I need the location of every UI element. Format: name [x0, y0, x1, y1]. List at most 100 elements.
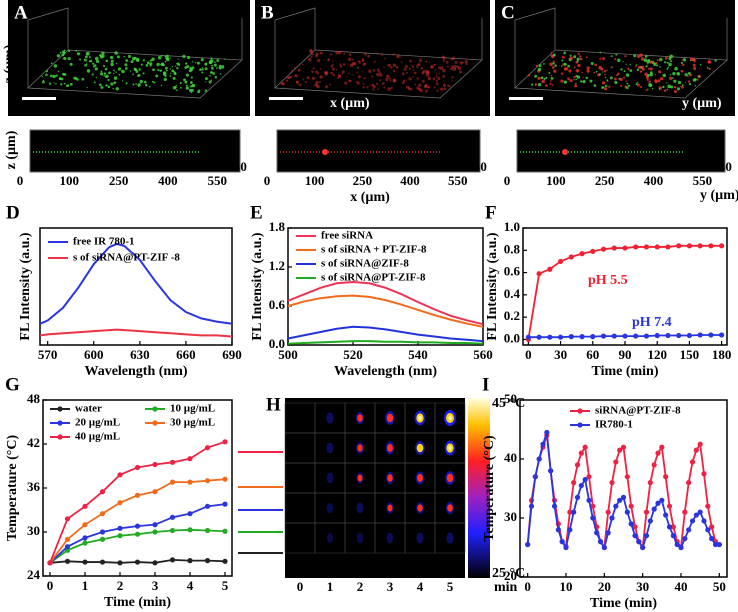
- panel-label: A: [14, 2, 28, 23]
- data-point: [686, 480, 692, 486]
- plot-frame: [39, 227, 233, 346]
- x-tick-label: 0: [525, 347, 532, 362]
- fluorescence-spot: [388, 77, 392, 80]
- fluorescence-spot: [301, 63, 304, 66]
- fluorescence-spot: [48, 82, 52, 85]
- data-point: [640, 544, 646, 551]
- data-point: [557, 258, 564, 265]
- fluorescence-spot: [626, 86, 629, 90]
- fluorescence-spot: [149, 64, 152, 67]
- fluorescence-spot: [347, 57, 352, 62]
- fluorescence-spot: [89, 59, 93, 63]
- fluorescence-spot: [576, 57, 580, 61]
- fluorescence-spot: [191, 61, 194, 63]
- fluorescence-spot: [159, 69, 163, 72]
- y-tick-label: 0.2: [504, 308, 520, 323]
- fluorescence-spot: [692, 78, 697, 82]
- x-tick-label: 600: [84, 347, 104, 362]
- fluorescence-spot: [448, 85, 451, 88]
- fluorescence-spot: [639, 53, 643, 57]
- fluorescence-spot: [61, 72, 65, 76]
- fluorescence-spot: [346, 76, 348, 78]
- y-axis-label: FL Intensity (a.u.): [250, 232, 265, 340]
- fluorescence-spot: [152, 80, 154, 83]
- fluorescence-spot: [640, 57, 645, 61]
- fluorescence-spot: [687, 71, 691, 75]
- fluorescence-spot: [298, 64, 300, 67]
- legend-label: s of siRNA + PT-ZIF-8: [321, 244, 427, 256]
- fluorescence-spot: [561, 59, 564, 62]
- x-tick-label: 5: [222, 578, 229, 593]
- fluorescence-spot: [620, 84, 623, 87]
- fluorescence-spot: [340, 65, 343, 68]
- data-point: [676, 332, 682, 339]
- series-line: [49, 440, 226, 564]
- fluorescence-spot: [205, 62, 208, 65]
- fluorescence-spot: [125, 82, 128, 85]
- axis-label: z (µm): [4, 130, 19, 169]
- fluorescence-spot: [165, 56, 169, 61]
- fluorescence-spot: [425, 75, 428, 77]
- data-point: [82, 540, 88, 546]
- data-point: [222, 558, 228, 564]
- fluorescence-spot: [117, 67, 122, 71]
- fluorescence-spot: [681, 84, 684, 86]
- fluorescence-spot: [113, 76, 118, 80]
- fluorescence-spot: [608, 85, 611, 88]
- data-point: [620, 444, 627, 450]
- fluorescence-spot: [53, 64, 58, 68]
- hot-spot: [326, 502, 334, 514]
- hot-core: [357, 444, 363, 452]
- fluorescence-spot: [465, 62, 468, 65]
- fluorescence-spot: [411, 65, 415, 68]
- fluorescence-spot: [344, 81, 348, 85]
- fluorescence-spot: [692, 63, 696, 67]
- axis-label: y (µm): [682, 96, 722, 111]
- fluorescence-spot: [363, 76, 366, 80]
- data-point: [134, 492, 141, 498]
- data-point: [82, 535, 88, 541]
- fluorescence-spot: [560, 72, 564, 75]
- fluorescence-spot: [349, 80, 352, 83]
- fluorescence-spot: [86, 69, 91, 73]
- x-tick-label: 10: [560, 579, 573, 594]
- fluorescence-spot: [421, 57, 423, 59]
- fluorescence-spot: [332, 63, 334, 66]
- strip-tick: 0: [510, 160, 516, 172]
- fluorescence-spot: [554, 64, 557, 67]
- fluorescence-spot: [55, 74, 58, 77]
- fluorescence-spot: [649, 72, 653, 77]
- data-point: [574, 494, 581, 500]
- data-point: [544, 429, 550, 436]
- data-point: [600, 246, 607, 252]
- fluorescence-spot: [696, 78, 699, 81]
- legend-label: 20 µg/mL: [75, 417, 120, 429]
- scale-bar: [269, 97, 303, 100]
- plot-frame: [287, 227, 484, 346]
- fluorescence-spot: [411, 64, 413, 66]
- fluorescence-spot: [127, 54, 132, 58]
- panel-label: F: [485, 202, 497, 223]
- fluorescence-spot: [385, 77, 389, 82]
- fluorescence-spot: [610, 55, 613, 58]
- fluorescence-spot: [371, 75, 374, 78]
- fluorescence-spot: [567, 64, 570, 68]
- x-tick-label: 0: [47, 578, 54, 593]
- x-tick-label: 3: [152, 578, 159, 593]
- fluorescence-spot: [673, 85, 676, 89]
- fluorescence-spot: [134, 68, 138, 72]
- fluorescence-spot: [183, 78, 186, 82]
- data-point: [666, 524, 673, 530]
- fluorescence-spot: [216, 59, 220, 62]
- data-point: [64, 558, 71, 564]
- hot-peak: [418, 415, 422, 421]
- fluorescence-spot: [86, 51, 90, 56]
- legend-marker: [57, 434, 63, 440]
- data-point: [682, 536, 688, 542]
- fluorescence-spot: [100, 70, 103, 73]
- fluorescence-spot: [362, 62, 366, 66]
- fluorescence-spot: [129, 70, 132, 72]
- x-tick-label: 630: [130, 347, 150, 362]
- data-point: [601, 544, 607, 551]
- fluorescence-spot: [378, 79, 381, 82]
